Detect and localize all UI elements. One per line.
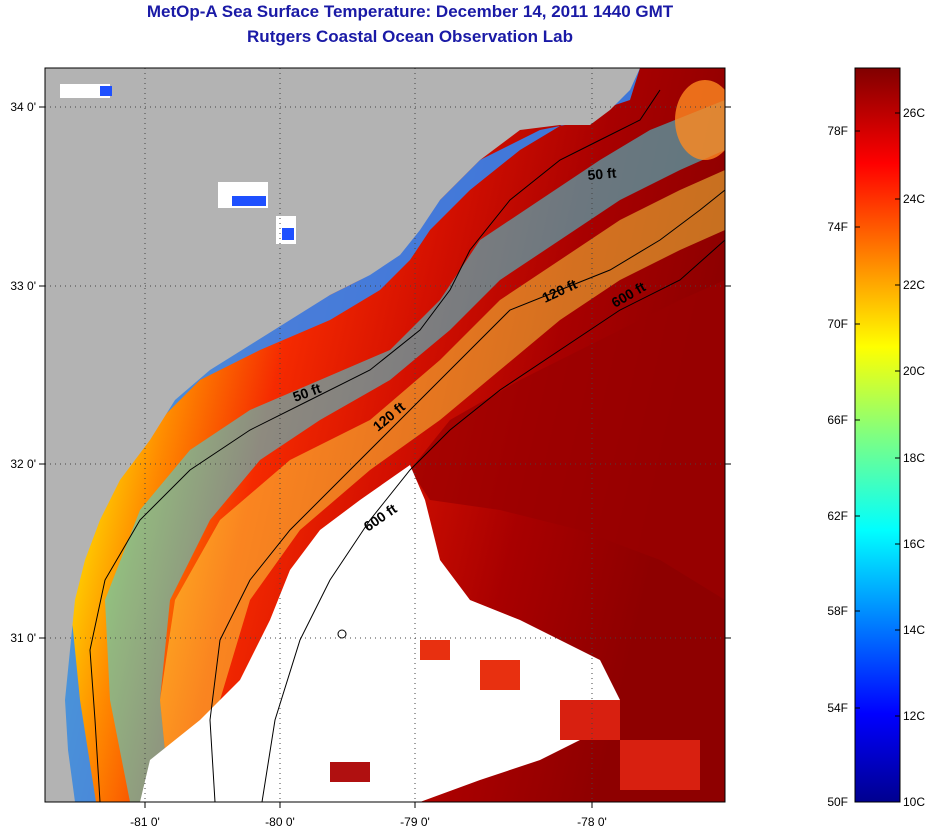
colorbar-gradient	[854, 67, 901, 803]
colorbar-label-f: 50F	[827, 795, 848, 809]
contour-120ft	[209, 189, 725, 802]
warm-eddy	[675, 80, 725, 160]
map-area	[45, 68, 725, 802]
cloud-cover	[140, 465, 620, 802]
lat-tick-label: 31 0'	[10, 631, 36, 645]
colorbar-label-c: 14C	[903, 623, 925, 637]
colorbar-label-c: 20C	[903, 364, 925, 378]
colorbar-label-c: 22C	[903, 278, 925, 292]
colorbar-label-c: 16C	[903, 537, 925, 551]
colorbar-label-c: 18C	[903, 451, 925, 465]
lon-tick-label: -81 0'	[130, 815, 160, 829]
land-mass	[45, 68, 640, 802]
colorbar-label-c: 12C	[903, 709, 925, 723]
graticule	[45, 68, 725, 802]
lon-tick-label: -78 0'	[577, 815, 607, 829]
contour-50ft	[89, 89, 661, 802]
cool-shelf-water	[105, 100, 725, 802]
lake-sst-2	[232, 196, 266, 206]
axis-ticks	[39, 106, 731, 808]
lat-tick-label: 34 0'	[10, 100, 36, 114]
colorbar-label-c: 26C	[903, 106, 925, 120]
lon-tick-label: -80 0'	[265, 815, 295, 829]
colorbar-label-c: 10C	[903, 795, 925, 809]
scattered-sst-pixels	[330, 640, 700, 790]
lake-sst-3	[282, 228, 294, 240]
map-frame	[44, 67, 726, 803]
colorbar-label-f: 66F	[827, 413, 848, 427]
colorbar-label-f: 70F	[827, 317, 848, 331]
lake-sst-1	[100, 86, 112, 96]
contour-600ft	[261, 239, 725, 802]
colorbar	[854, 67, 901, 803]
colorbar-label-f: 58F	[827, 604, 848, 618]
colorbar-label-f: 74F	[827, 220, 848, 234]
contour-label-50ft-a: 50 ft	[587, 165, 617, 183]
gulf-stream	[410, 280, 725, 600]
map-subtitle: Rutgers Coastal Ocean Observation Lab	[247, 27, 573, 46]
small-contour-ring	[337, 629, 347, 639]
lon-tick-label: -79 0'	[400, 815, 430, 829]
colorbar-label-c: 24C	[903, 192, 925, 206]
cloud-patch-1	[60, 84, 110, 98]
lat-tick-label: 33 0'	[10, 279, 36, 293]
colorbar-label-f: 54F	[827, 701, 848, 715]
colorbar-label-f: 78F	[827, 124, 848, 138]
colorbar-label-f: 62F	[827, 509, 848, 523]
map-title: MetOp-A Sea Surface Temperature: Decembe…	[146, 2, 674, 21]
lat-tick-label: 32 0'	[10, 457, 36, 471]
colorbar-ticks	[855, 112, 900, 717]
